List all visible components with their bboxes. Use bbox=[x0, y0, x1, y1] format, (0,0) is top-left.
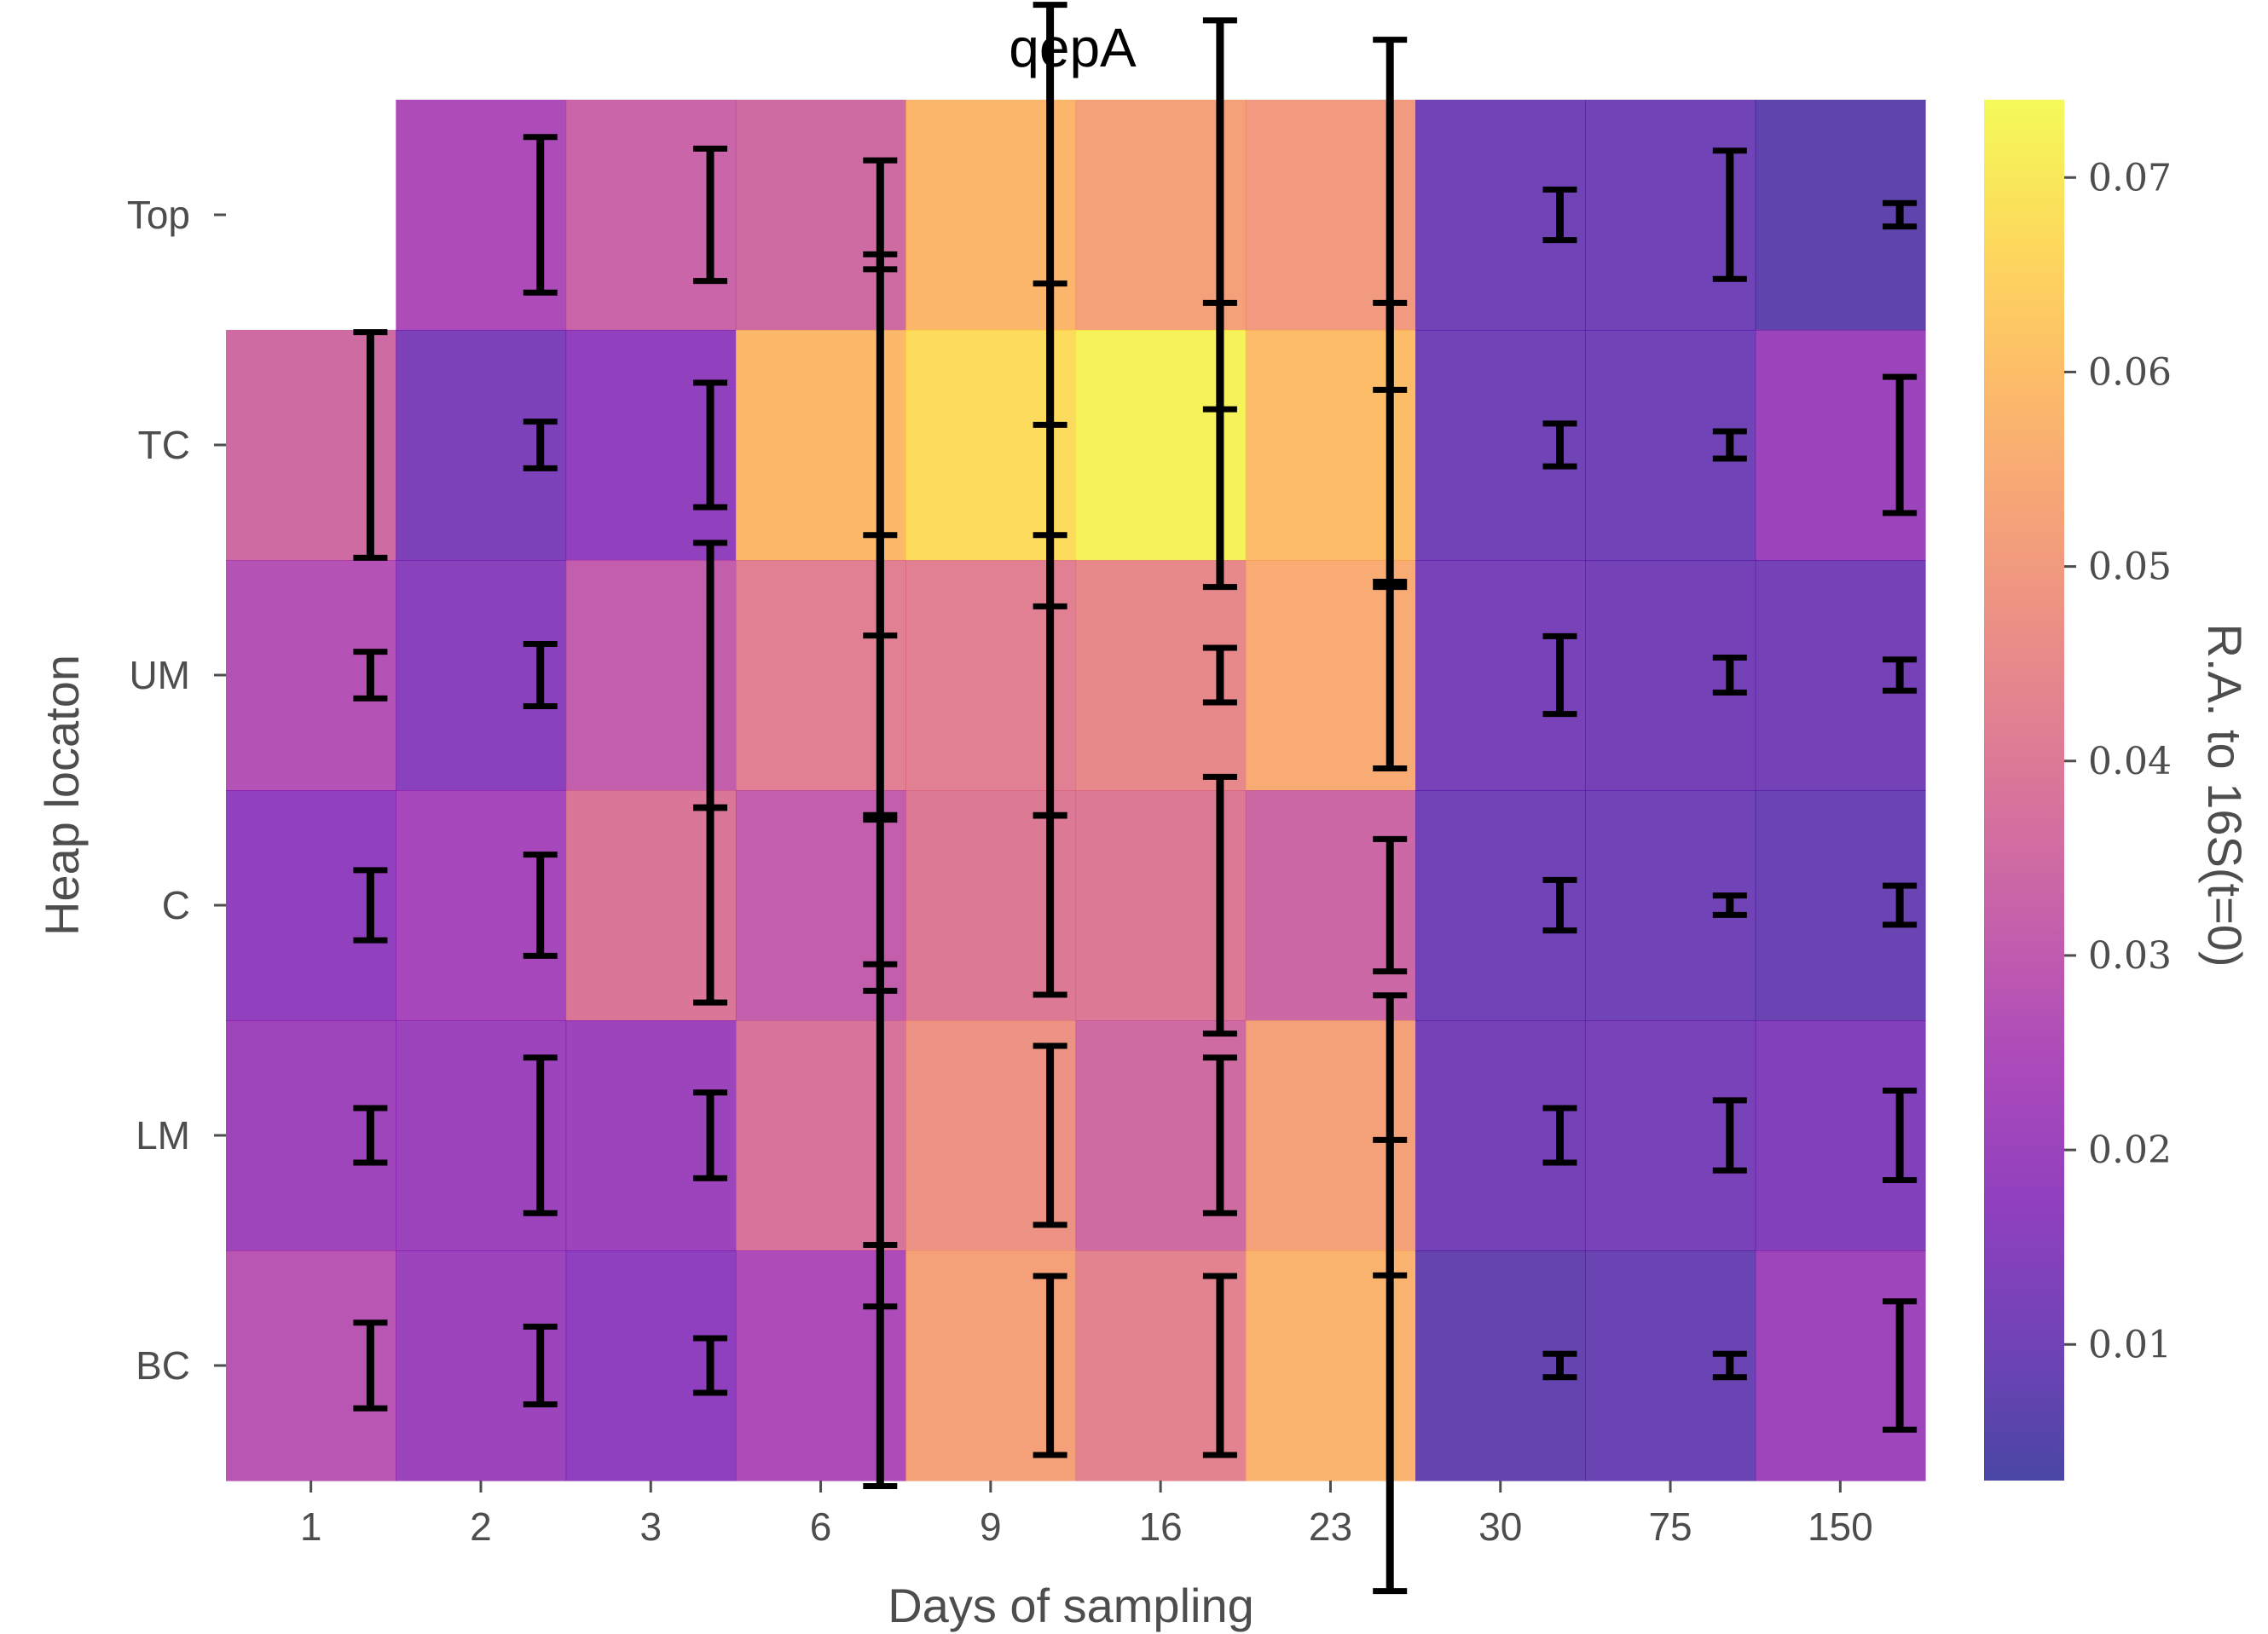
error-bar bbox=[1202, 1273, 1237, 1458]
error-bar bbox=[693, 805, 728, 1006]
error-bar bbox=[693, 145, 728, 285]
error-bar bbox=[1712, 1350, 1747, 1381]
colorbar-tick-label: 0.06 bbox=[2088, 350, 2172, 394]
y-tick-label: BC bbox=[136, 1343, 190, 1388]
y-tick-label: TC bbox=[138, 423, 190, 467]
error-bar bbox=[1712, 1097, 1747, 1174]
x-axis: 1 2 3 6 9 16 23 30 75 150 bbox=[300, 1481, 1873, 1549]
error-bar bbox=[1202, 644, 1237, 706]
error-bar bbox=[1883, 656, 1918, 694]
y-tick-label: LM bbox=[136, 1113, 190, 1158]
error-bar bbox=[1202, 1054, 1237, 1216]
error-bar bbox=[1883, 373, 1918, 517]
error-bar bbox=[1033, 1042, 1067, 1228]
error-bar bbox=[1712, 892, 1747, 918]
error-bar bbox=[353, 1319, 388, 1412]
error-bar bbox=[693, 379, 728, 511]
x-tick-label: 1 bbox=[300, 1504, 322, 1549]
error-bar bbox=[1202, 773, 1237, 1037]
error-bar bbox=[693, 1335, 728, 1396]
error-bar bbox=[1712, 654, 1747, 696]
error-bar bbox=[1712, 147, 1747, 282]
colorbar-tick-label: 0.03 bbox=[2088, 934, 2172, 978]
error-bar bbox=[1202, 299, 1237, 591]
error-bar bbox=[523, 1054, 558, 1216]
error-bar bbox=[863, 532, 898, 818]
heatmap-cells bbox=[226, 100, 1926, 1481]
error-bar bbox=[523, 852, 558, 959]
x-tick-label: 30 bbox=[1478, 1504, 1522, 1549]
colorbar-gradient bbox=[1984, 100, 2064, 1481]
x-tick-label: 3 bbox=[639, 1504, 662, 1549]
error-bar bbox=[863, 1242, 898, 1489]
colorbar-tick-label: 0.01 bbox=[2088, 1323, 2172, 1366]
y-axis-label: Heap locaton bbox=[35, 655, 89, 936]
chart-title: qepA bbox=[1009, 17, 1137, 78]
error-bar bbox=[1373, 835, 1408, 975]
error-bar bbox=[1373, 578, 1408, 772]
colorbar-tick-label: 0.04 bbox=[2088, 740, 2172, 783]
error-bar bbox=[1883, 1088, 1918, 1183]
error-bar bbox=[1542, 186, 1577, 244]
error-bar bbox=[1542, 1105, 1577, 1166]
error-bar bbox=[353, 329, 388, 561]
colorbar-tick-label: 0.02 bbox=[2088, 1129, 2172, 1172]
error-bars bbox=[353, 2, 1918, 1595]
error-bar bbox=[353, 1105, 388, 1166]
error-bar bbox=[1033, 1273, 1067, 1458]
colorbar bbox=[1984, 100, 2064, 1481]
error-bar bbox=[523, 419, 558, 471]
x-tick-label: 9 bbox=[980, 1504, 1002, 1549]
colorbar-tick-label: 0.07 bbox=[2088, 156, 2172, 199]
error-bar bbox=[1712, 428, 1747, 462]
error-bar bbox=[523, 1323, 558, 1408]
colorbar-label: R.A. to 16S(t=0) bbox=[2198, 623, 2252, 967]
error-bar bbox=[1033, 812, 1067, 998]
x-axis-label: Days of sampling bbox=[888, 1579, 1254, 1632]
error-bar bbox=[693, 1089, 728, 1181]
error-bar bbox=[1883, 882, 1918, 928]
error-bar bbox=[1373, 1136, 1408, 1595]
error-bar bbox=[523, 134, 558, 296]
error-bar bbox=[1542, 632, 1577, 718]
y-axis: Top TC UM C LM BC bbox=[127, 193, 226, 1388]
error-bar bbox=[1542, 1350, 1577, 1381]
x-tick-label: 23 bbox=[1309, 1504, 1352, 1549]
x-tick-label: 2 bbox=[470, 1504, 492, 1549]
error-bar bbox=[1883, 199, 1918, 230]
colorbar-tick-label: 0.05 bbox=[2088, 546, 2172, 589]
x-tick-label: 75 bbox=[1648, 1504, 1692, 1549]
error-bar bbox=[1542, 420, 1577, 470]
x-tick-label: 150 bbox=[1808, 1504, 1873, 1549]
x-tick-label: 16 bbox=[1139, 1504, 1183, 1549]
y-tick-label: C bbox=[162, 883, 190, 927]
colorbar-ticks: 0.01 0.02 0.03 0.04 0.05 0.06 0.07 bbox=[2064, 156, 2172, 1366]
error-bar bbox=[523, 640, 558, 710]
y-tick-label: Top bbox=[127, 193, 190, 237]
y-tick-label: UM bbox=[129, 653, 190, 697]
x-tick-label: 6 bbox=[810, 1504, 832, 1549]
error-bar bbox=[1542, 876, 1577, 934]
error-bar bbox=[353, 649, 388, 702]
error-bar bbox=[353, 867, 388, 944]
error-bar bbox=[1883, 1298, 1918, 1433]
